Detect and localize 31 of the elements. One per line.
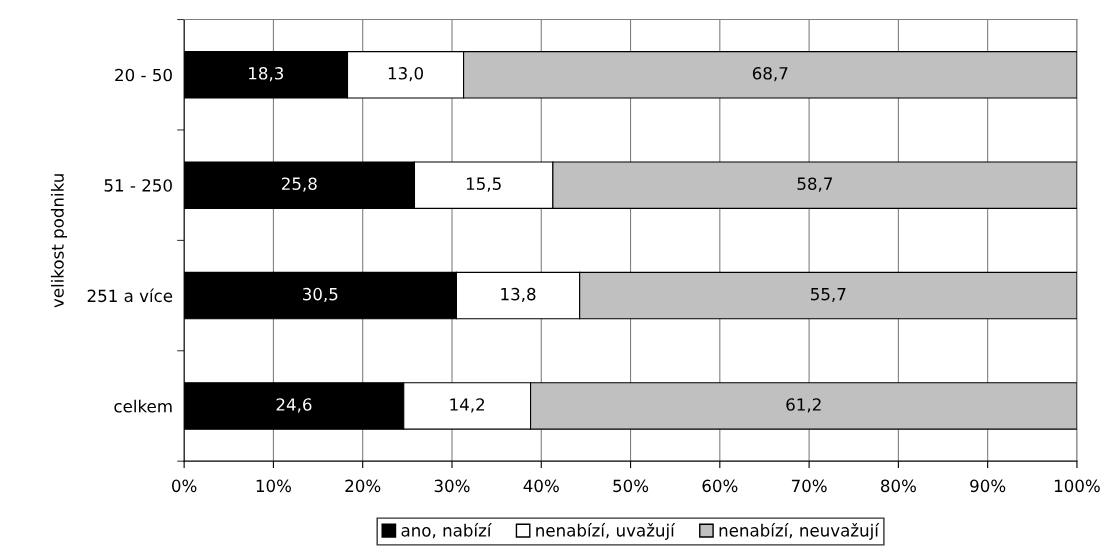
x-tick-label: 90% <box>970 479 1006 493</box>
y-tick-label: 20 - 50 <box>115 68 172 82</box>
data-label: 14,2 <box>450 398 485 413</box>
legend-label: nenabízí, uvažují <box>536 523 676 540</box>
data-label: 13,8 <box>501 287 536 303</box>
x-tick-label: 50% <box>613 479 649 493</box>
data-label: 68,7 <box>752 67 788 82</box>
data-label: 24,6 <box>276 398 312 413</box>
y-tick-label: 251 a více <box>87 288 173 303</box>
x-tick-label: 0% <box>172 479 197 493</box>
x-tick-label: 30% <box>434 479 470 493</box>
x-tick-label: 60% <box>702 479 738 493</box>
x-tick-label: 80% <box>880 479 916 493</box>
data-label: 18,3 <box>249 67 284 82</box>
y-axis-title: velikost podniku <box>50 174 68 308</box>
data-label: 13,0 <box>388 67 423 82</box>
x-tick-label: 20% <box>345 479 381 493</box>
data-label: 61,2 <box>786 398 821 413</box>
x-tick-label: 10% <box>256 479 292 493</box>
data-label: 30,5 <box>303 287 338 303</box>
legend-label: ano, nabízí <box>401 523 492 539</box>
data-label: 15,5 <box>466 177 501 192</box>
data-label: 25,8 <box>281 177 317 192</box>
y-tick-label: celkem <box>114 399 172 413</box>
data-label: 55,7 <box>811 288 846 303</box>
legend-label: nenabízí, neuvažují <box>719 523 880 540</box>
y-tick-label: 51 - 250 <box>104 179 172 192</box>
data-label: 58,7 <box>797 177 833 192</box>
x-tick-label: 100% <box>1054 479 1100 493</box>
x-tick-label: 40% <box>523 479 559 493</box>
x-tick-label: 70% <box>791 479 827 493</box>
